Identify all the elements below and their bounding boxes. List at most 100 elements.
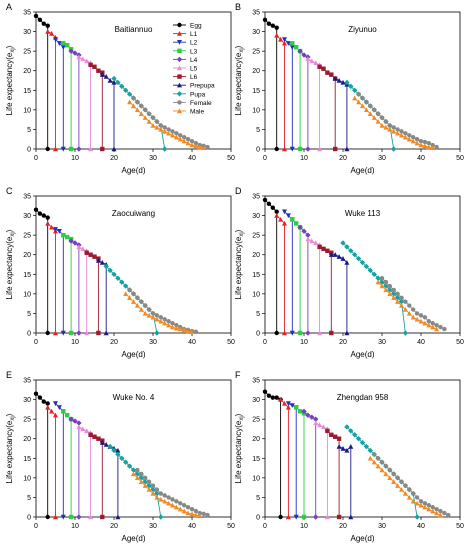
data-point (426, 319, 431, 324)
y-tick-label: 5 (27, 311, 31, 318)
data-point (285, 41, 291, 46)
y-tick-label: 20 (252, 68, 260, 75)
data-point (352, 95, 358, 101)
series-prepupa (99, 72, 117, 152)
y-tick-label: 30 (252, 397, 260, 404)
x-tick-label: 40 (417, 155, 425, 162)
data-point (387, 283, 392, 289)
data-point (92, 434, 97, 439)
x-tick-label: 0 (34, 339, 38, 346)
data-point (142, 479, 148, 485)
data-point (285, 404, 291, 410)
x-tick-label: 10 (71, 155, 79, 162)
data-point (119, 279, 125, 285)
data-point (56, 229, 62, 234)
data-point (262, 389, 268, 394)
data-point (158, 126, 164, 132)
data-point (324, 514, 330, 520)
legend-marker (176, 56, 183, 63)
x-tick-label: 20 (339, 523, 347, 530)
data-point (170, 132, 175, 138)
data-point (383, 124, 389, 130)
data-point (60, 330, 66, 336)
legend-label: L3 (190, 48, 198, 55)
data-point (131, 103, 136, 109)
chart-panel-F: F 0 10 20 30 40 50 0 5 10 15 20 25 30 35 Age(d) Life exp… (234, 370, 464, 543)
data-point (321, 66, 326, 71)
x-tick-label: 0 (263, 523, 267, 530)
x-axis-label: Age(d) (121, 166, 145, 175)
x-axis-label: Age(d) (350, 350, 374, 359)
data-point (143, 107, 148, 113)
data-point (414, 495, 420, 500)
y-tick-label: 30 (23, 29, 31, 36)
data-point (375, 456, 381, 461)
series-line (295, 407, 305, 517)
data-point (138, 111, 144, 116)
series-l4 (68, 238, 82, 336)
x-axis-label: Age(d) (121, 534, 145, 543)
data-point (154, 316, 160, 322)
data-point (446, 512, 451, 518)
data-point (162, 498, 168, 504)
y-tick-label: 0 (27, 147, 31, 154)
data-point (162, 128, 168, 134)
series-female (379, 276, 447, 332)
x-tick-label: 50 (456, 523, 464, 530)
data-point (193, 143, 199, 149)
data-point (88, 432, 93, 437)
y-tick-label: 25 (23, 49, 31, 56)
data-point (158, 315, 163, 320)
y-tick-label: 20 (23, 252, 31, 259)
data-point (76, 146, 82, 152)
data-point (305, 146, 311, 152)
y-tick-label: 35 (252, 194, 260, 201)
data-point (294, 221, 299, 226)
data-point (150, 483, 156, 488)
data-point (154, 313, 160, 318)
data-point (166, 495, 171, 500)
data-point (430, 145, 436, 151)
y-axis-label: Life expectancy(exj) (234, 229, 245, 299)
data-point (33, 391, 39, 396)
data-point (170, 321, 175, 326)
data-point (317, 330, 323, 336)
y-tick-label: 5 (27, 495, 31, 502)
data-point (60, 146, 66, 152)
series-line (63, 234, 72, 333)
series-line (90, 64, 103, 149)
data-point (383, 283, 389, 289)
series-egg (33, 207, 50, 336)
data-point (170, 497, 175, 502)
data-point (119, 83, 125, 90)
data-point (403, 299, 408, 304)
data-point (360, 95, 365, 101)
data-point (150, 486, 156, 493)
series-female (127, 287, 199, 335)
plot-frame (35, 379, 232, 518)
data-point (289, 403, 295, 409)
data-point (123, 87, 129, 93)
plot-frame (35, 11, 232, 150)
data-point (282, 220, 287, 226)
series-male (123, 291, 195, 335)
data-point (41, 399, 46, 404)
data-point (313, 240, 319, 246)
legend-marker (177, 108, 182, 114)
data-point (344, 330, 350, 336)
data-point (313, 416, 319, 422)
x-axis-label: Age(d) (350, 534, 374, 543)
y-tick-label: 0 (27, 331, 31, 338)
legend-marker (177, 48, 182, 53)
data-point (92, 64, 97, 69)
data-point (107, 77, 113, 83)
data-point (430, 142, 435, 148)
chart-panel-E: E 0 10 20 30 40 50 0 5 10 15 20 25 30 35 Age(d) Life exp… (5, 370, 235, 543)
data-point (426, 506, 432, 512)
series-egg (33, 391, 50, 520)
series-line (276, 215, 285, 333)
data-point (325, 248, 330, 253)
data-point (107, 443, 113, 450)
data-point (325, 428, 330, 434)
